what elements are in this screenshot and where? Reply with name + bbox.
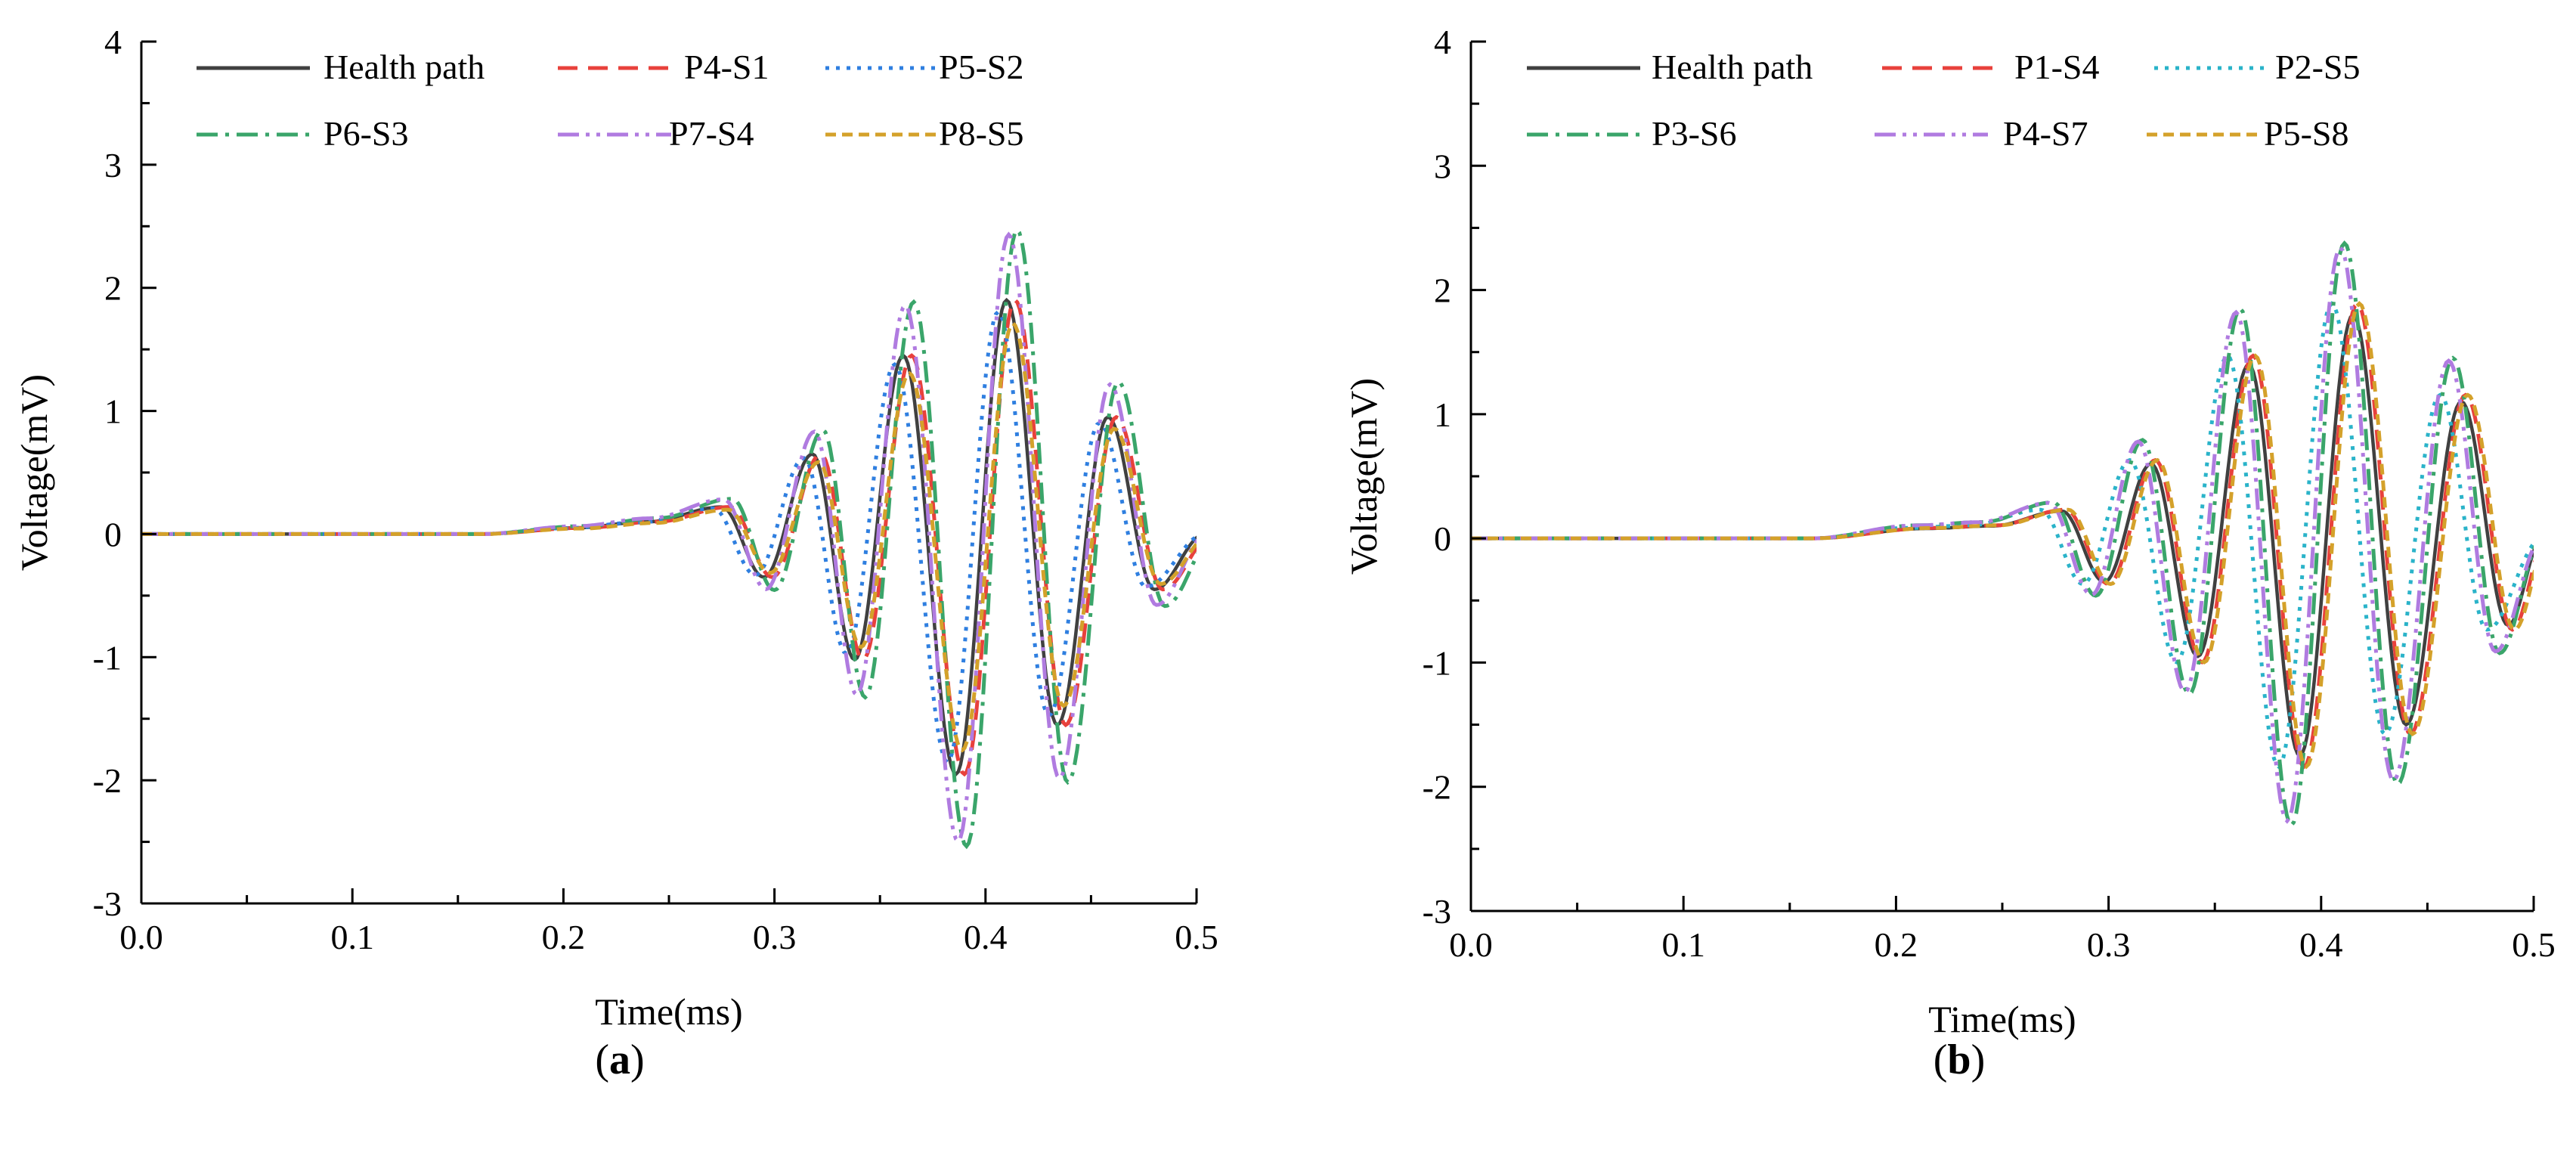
series-line-p4-s7 — [1471, 244, 2534, 824]
legend-label: P7-S4 — [669, 114, 754, 153]
y-tick-label: -2 — [93, 761, 122, 800]
caption-paren-close: ) — [630, 1036, 645, 1083]
y-tick-label: 4 — [1434, 23, 1451, 61]
x-tick-label: 0.4 — [2299, 925, 2343, 964]
series-line-p5-s8 — [1471, 301, 2534, 770]
caption-paren-close: ) — [1971, 1036, 1986, 1083]
legend-label: Health path — [324, 48, 485, 86]
y-tick-label: -3 — [93, 885, 122, 923]
caption-paren-open: ( — [595, 1036, 609, 1083]
legend: Health path P4-S1 P5-S2 P6-S3 P7-S4 P8-S5 — [197, 48, 1023, 153]
y-tick-label: -3 — [1423, 892, 1451, 931]
legend-label: P1-S4 — [2014, 48, 2099, 86]
legend-label: P3-S6 — [1652, 114, 1736, 153]
y-tick-label: 1 — [104, 392, 122, 431]
y-tick-label: -1 — [1423, 643, 1451, 682]
caption-letter: a — [609, 1036, 630, 1083]
legend-label: P6-S3 — [324, 114, 408, 153]
x-tick-label: 0.3 — [2087, 925, 2131, 964]
x-tick-label: 0.1 — [330, 918, 374, 956]
x-tick-label: 0.5 — [2512, 925, 2556, 964]
legend: Health path P1-S4 P2-S5 P3-S6 P4-S7 P5-S8 — [1527, 48, 2360, 153]
legend-label: Health path — [1652, 48, 1813, 86]
x-tick-label: 0.0 — [119, 918, 163, 956]
y-tick-label: 0 — [104, 515, 122, 553]
x-tick-label: 0.2 — [1875, 925, 1918, 964]
y-tick-label: -1 — [93, 638, 122, 677]
caption-letter: b — [1947, 1036, 1971, 1083]
y-tick-label: 3 — [1434, 147, 1451, 185]
panel-caption: (a) — [595, 1036, 644, 1083]
y-tick-label: 2 — [1434, 271, 1451, 310]
x-tick-label: 0.2 — [542, 918, 586, 956]
x-tick-label: 0.0 — [1449, 925, 1493, 964]
y-tick-label: 0 — [1434, 519, 1451, 558]
y-tick-label: -2 — [1423, 768, 1451, 807]
y-axis-title: Voltage(mV) — [13, 374, 55, 571]
x-tick-label: 0.3 — [753, 918, 797, 956]
y-tick-label: 2 — [104, 269, 122, 308]
y-tick-label: 1 — [1434, 395, 1451, 434]
y-tick-label: 3 — [104, 146, 122, 184]
legend-label: P8-S5 — [939, 114, 1023, 153]
series-group — [1471, 240, 2534, 829]
y-tick-label: 4 — [104, 23, 122, 61]
caption-paren-open: ( — [1934, 1036, 1948, 1083]
x-tick-label: 0.5 — [1175, 918, 1218, 956]
legend-label: P5-S2 — [939, 48, 1023, 86]
x-tick-label: 0.1 — [1661, 925, 1705, 964]
chart-panel-b: 0.0 0.1 0.2 0.3 0.4 0.5 -3 -2 -1 0 1 2 3 4 Time(ms) Vol… — [1342, 23, 2556, 1083]
x-axis-title: Time(ms) — [1928, 998, 2076, 1040]
series-line-p6-s3 — [141, 227, 1197, 850]
chart-panel-a: 0.0 0.1 0.2 0.3 0.4 0.5 -3 -2 -1 0 1 2 3 4 Time(ms) Vol… — [13, 23, 1218, 1083]
x-axis-title: Time(ms) — [595, 990, 742, 1033]
legend-label: P4-S7 — [2003, 114, 2088, 153]
series-line-p7-s4 — [141, 231, 1197, 844]
series-line-p8-s5 — [141, 321, 1197, 753]
series-group — [141, 227, 1197, 850]
x-tick-label: 0.4 — [964, 918, 1008, 956]
legend-label: P5-S8 — [2264, 114, 2348, 153]
legend-label: P2-S5 — [2275, 48, 2360, 86]
series-line-p1-s4 — [1471, 301, 2534, 770]
legend-label: P4-S1 — [684, 48, 769, 86]
series-line-p4-s1 — [141, 297, 1197, 777]
panel-caption: (b) — [1934, 1036, 1985, 1083]
y-axis-title: Voltage(mV) — [1342, 378, 1385, 575]
